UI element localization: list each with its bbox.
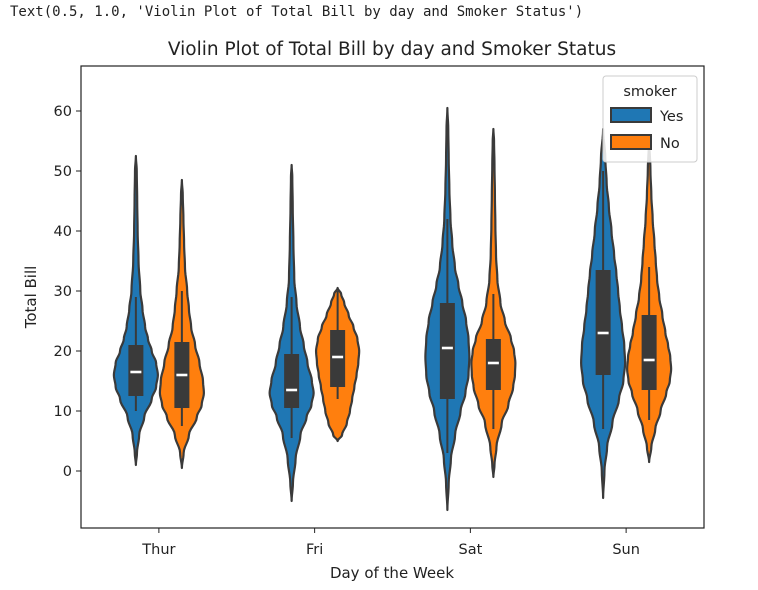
violin-iqr-box (485, 339, 501, 390)
y-axis: 0 10 20 30 40 50 60 (54, 104, 81, 480)
legend-label-no: No (660, 136, 680, 152)
violin-iqr-box (595, 270, 611, 375)
plot-area (112, 106, 673, 512)
violin-iqr-box (128, 345, 144, 396)
x-tick-label: Fri (306, 542, 323, 558)
violin-iqr-box (284, 354, 300, 408)
violin-sun-yes (580, 127, 627, 500)
output-repr-text: Text(0.5, 1.0, 'Violin Plot of Total Bil… (10, 4, 584, 20)
violin-sat-no (470, 127, 517, 479)
violin-iqr-box (330, 330, 346, 387)
violin-thur-no (158, 178, 205, 470)
y-tick-label: 20 (54, 344, 72, 360)
y-tick-label: 30 (54, 284, 72, 300)
violin-iqr-box (439, 303, 455, 399)
violin-thur-yes (112, 154, 159, 467)
x-axis-label: Day of the Week (330, 564, 454, 582)
y-axis-label: Total Bill (22, 266, 40, 330)
chart-title: Violin Plot of Total Bill by day and Smo… (168, 39, 616, 60)
violin-sun-no (626, 136, 673, 464)
y-tick-label: 40 (54, 224, 72, 240)
legend-swatch-yes (610, 107, 652, 123)
x-axis: Thur Fri Sat Sun (141, 528, 640, 558)
x-tick-label: Thur (141, 542, 175, 558)
violin-sat-yes (424, 106, 471, 512)
plot-frame (80, 65, 705, 529)
x-tick-label: Sun (612, 542, 640, 558)
violin-fri-no (314, 286, 361, 443)
legend-swatch-no (610, 134, 652, 150)
y-tick-label: 50 (54, 164, 72, 180)
y-tick-label: 10 (54, 404, 72, 420)
violin-fri-yes (268, 163, 315, 503)
legend-title: smoker (623, 84, 676, 100)
legend-label-yes: Yes (659, 109, 683, 125)
legend: smoker Yes No (602, 75, 698, 163)
y-tick-label: 0 (63, 464, 72, 480)
violin-iqr-box (641, 315, 657, 390)
x-tick-label: Sat (458, 542, 482, 558)
y-tick-label: 60 (54, 104, 72, 120)
